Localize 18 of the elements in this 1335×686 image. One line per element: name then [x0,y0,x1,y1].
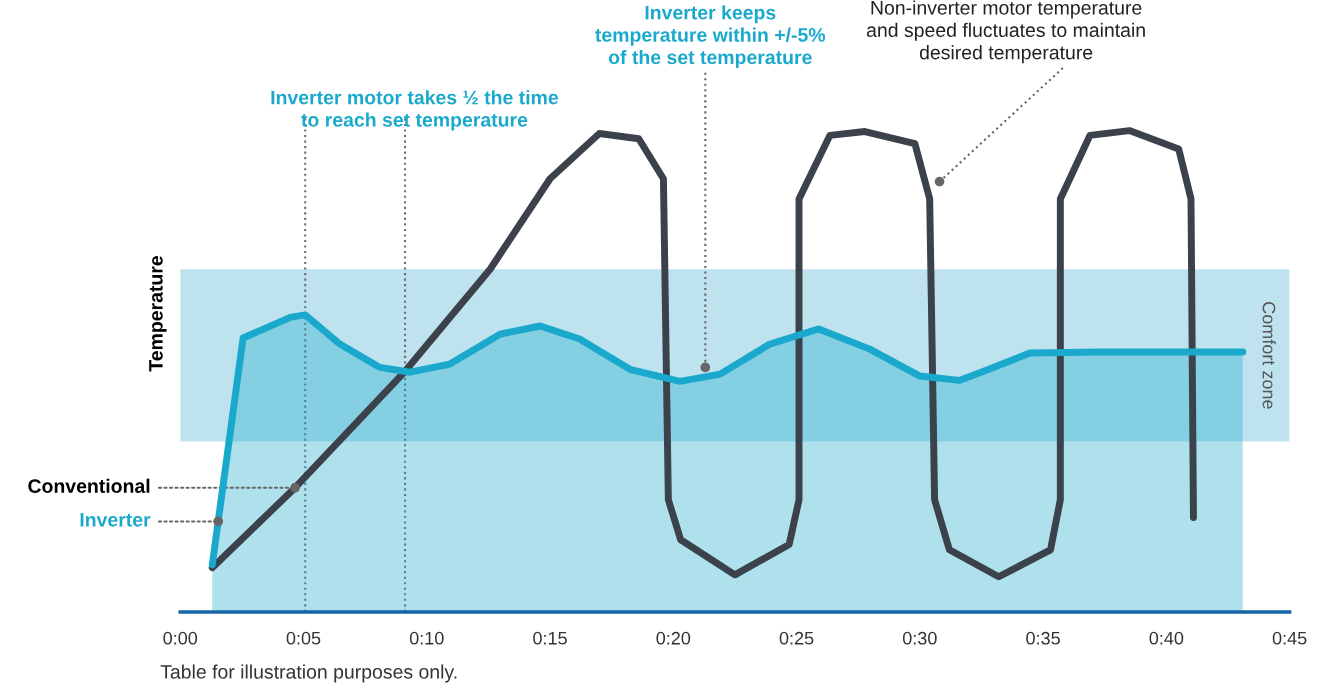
annotation: Inverter keeps temperature within +/-5% of the set temperature [595,5,826,69]
text: Conventional [28,478,150,493]
x-tick-label: 0:25 [779,631,814,645]
x-tick-label: 0:05 [286,631,321,645]
legend-label: Inverter [80,513,151,527]
y-axis-title: Temperature [149,255,167,372]
band-label: Comfort zone [1262,302,1276,409]
x-tick-label: 0:45 [1272,631,1307,645]
x-tick-label: 0:30 [902,631,937,645]
annotation: Inverter motor takes ½ the time to reach set temperature [271,90,559,131]
annotation: Non-inverter motor temperature and speed fluctuates to maintain desired temperature [866,0,1145,64]
x-tick-label: 0:40 [1149,631,1184,645]
x-tick-label: 0:20 [656,631,691,645]
x-tick-label: 0:00 [163,631,198,645]
x-tick-label: 0:15 [533,631,567,645]
text: Table for illustration purposes only. [160,664,457,683]
x-tick-label: 0:35 [1026,631,1060,645]
x-tick-label: 0:10 [409,631,444,645]
